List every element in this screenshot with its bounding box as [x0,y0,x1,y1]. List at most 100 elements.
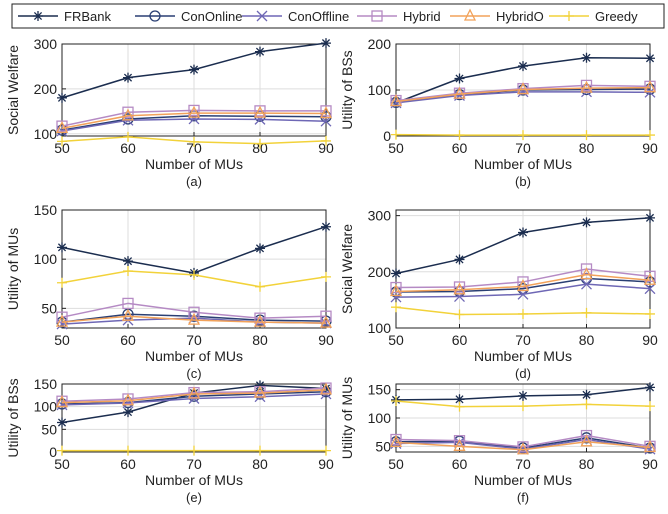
legend-item-hybrid: Hybrid [357,9,441,24]
panel-f: 50 60 70 80 90 50 100 150 Number of MUs Utility o… [339,377,658,505]
panel-f-ytick-label-150: 150 [368,382,392,398]
legend-item-conoffline: ConOffline [242,9,349,24]
panel-d-xtick-label-80: 80 [579,332,595,348]
panel-c-series-hybrido-line [61,315,327,324]
panel-f-series-hybrid [390,429,656,453]
panel-e-xtick-label-90: 90 [318,456,334,472]
panel-a-series-greedy-point-90 [321,135,331,146]
panel-c-series-hybrid-line [61,302,327,319]
panel-d: 50 60 70 80 90 100 200 300 Number of MUs Social W… [339,208,658,381]
panel-a-series-frbank-point-70 [189,64,199,75]
panel-d-series-greedy-point-50 [391,302,401,313]
panel-a-series-hybrid [56,104,332,132]
panel-f-series-hybrido-point-60 [453,438,466,451]
panel-c-series-hybrid-point-90 [320,310,332,322]
panel-b-series-hybrido-line [395,86,651,103]
panel-d-ytick-label-100: 100 [368,320,392,336]
panel-c-series-greedy-point-60 [123,265,133,276]
legend-marker-cononline [149,10,161,22]
panel-b-xlabel: Number of MUs [474,156,572,172]
panel-d-xlabel: Number of MUs [474,348,572,364]
panel-b-series-frbank-point-90 [645,53,655,64]
panel-b-ylabel: Utility of BSs [339,50,355,129]
panel-a-series-hybrid-point-90 [320,105,332,117]
panel-f-series-frbank-point-80 [581,389,592,400]
panel-a-series-hybrido-point-50 [55,120,69,134]
panel-c-series-cononline-line [61,313,327,323]
panel-b-series-hybrido [389,80,657,107]
panel-d-ytick-label-300: 300 [368,208,392,224]
legend-label-greedy: Greedy [595,9,638,24]
panel-b-series-frbank-point-80 [581,52,592,63]
panel-b-series-hybrido-point-50 [389,94,403,107]
legend-label-frbank: FRBank [64,9,111,24]
panel-e-xtick-label-70: 70 [186,456,202,472]
panel-b-xtick-label-70: 70 [515,140,531,156]
panel-e-caption: (e) [186,490,202,505]
panel-f-series-greedy-point-60 [454,401,465,412]
panel-b-xtick-label-90: 90 [642,140,658,156]
panel-d-series-frbank-point-50 [391,268,401,279]
panel-d-xtick-label-90: 90 [642,332,658,348]
panel-e-xtick-label-50: 50 [54,456,70,472]
panel-c-series-frbank-point-90 [321,221,331,232]
panel-c-xtick-label-60: 60 [120,332,136,348]
panel-e-ytick-label-100: 100 [34,399,58,415]
panel-d-series-cononline-line [395,277,651,293]
panel-b-ytick-label-0: 0 [383,128,391,144]
panel-a-series-greedy-point-80 [255,138,265,149]
panel-e-xtick-label-80: 80 [252,456,268,472]
panel-c-series-hybrid [56,297,332,324]
panel-c-ylabel: Utility of MUs [5,228,21,310]
panel-f-xtick-label-60: 60 [452,456,468,472]
panel-d-series-hybrido-point-80 [580,267,593,280]
panel-b-series-greedy-point-50 [391,129,401,140]
panel-d-series-frbank-point-90 [645,212,655,223]
panel-d-ytick-label-200: 200 [368,264,392,280]
panel-a-series-frbank-point-80 [255,46,265,57]
panel-a-series-frbank [57,38,331,103]
panel-d-series-greedy [391,302,655,320]
panel-a-series-greedy-point-70 [189,136,199,147]
panel-f-ytick-label-100: 100 [368,410,392,426]
panel-c-series-hybrid-point-70 [188,306,200,318]
panel-f-xlabel: Number of MUs [474,472,572,488]
panel-c-series-hybrido [55,308,333,328]
panel-f-series-greedy-point-80 [581,399,592,410]
panel-a-series-greedy [57,131,331,149]
panel-c-series-hybrid-point-60 [122,297,134,310]
panel-c-xtick-label-70: 70 [186,332,202,348]
panel-b-series-greedy-point-60 [454,130,465,141]
legend-item-greedy: Greedy [549,9,638,24]
legend-item-cononline: ConOnline [135,9,242,24]
panel-b-ytick-label-200: 200 [368,36,392,52]
panel-f-series-hybrid-point-80 [580,429,593,442]
panel-f-series-greedy-point-90 [645,401,655,412]
panel-e-series-frbank-point-50 [57,417,67,428]
panel-c: 50 60 70 80 90 50 100 150 Number of MUs Utility o… [5,202,334,381]
panel-a-series-frbank-point-50 [57,92,67,103]
panel-e-ylabel: Utility of BSs [5,378,21,457]
panel-d-series-hybrido-point-60 [453,282,466,295]
panel-b-series-hybrid-line [395,84,651,102]
panel-d-series-conoffline-point-80 [581,278,592,290]
panel-a-ytick-label-300: 300 [34,36,58,52]
panel-c-ytick-label-100: 100 [34,251,58,267]
panel-e-series-greedy-point-90 [321,445,331,456]
panel-a-series-hybrid-point-70 [188,104,200,117]
panel-a-series-hybrido-point-80 [253,105,267,118]
panel-f-caption: (f) [517,490,529,505]
panel-d-xtick-label-50: 50 [388,332,404,348]
legend-label-hybrido: HybridO [496,9,544,24]
panel-f-series-hybrido-point-80 [580,434,593,447]
panel-b-xtick-label-50: 50 [388,140,404,156]
panel-e-series-hybrido-point-70 [187,386,201,399]
panel-a-series-hybrido-line [61,112,327,130]
panel-b-caption: (b) [515,174,531,189]
panel-d-series-greedy-point-60 [454,309,465,320]
panel-d-series-hybrido [389,267,657,297]
panel-e-series-greedy-point-80 [255,445,265,456]
panel-f-series-hybrido-point-50 [389,434,403,448]
panel-c-series-frbank-point-60 [123,256,133,267]
panel-f-series-hybrido-line [395,441,651,451]
